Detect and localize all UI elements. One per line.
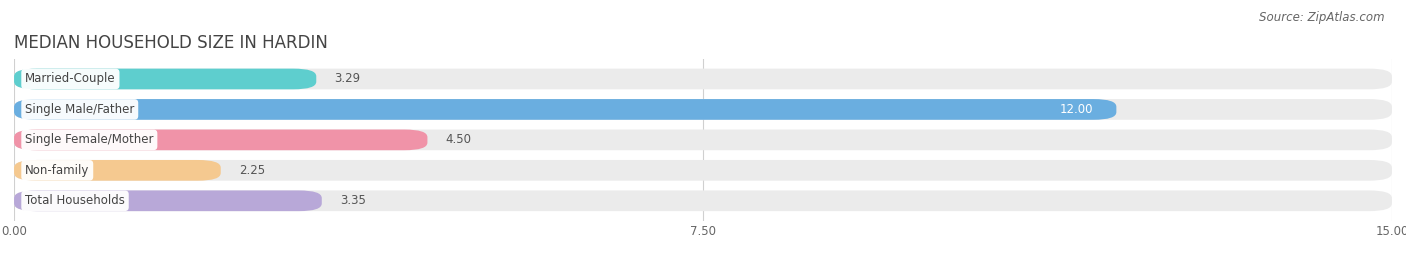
FancyBboxPatch shape [14, 99, 1116, 120]
Text: 2.25: 2.25 [239, 164, 266, 177]
FancyBboxPatch shape [14, 190, 322, 211]
Text: Source: ZipAtlas.com: Source: ZipAtlas.com [1260, 11, 1385, 24]
Text: Married-Couple: Married-Couple [25, 72, 115, 86]
Text: Total Households: Total Households [25, 194, 125, 207]
FancyBboxPatch shape [14, 69, 316, 89]
Text: 4.50: 4.50 [446, 133, 472, 146]
FancyBboxPatch shape [14, 99, 1392, 120]
FancyBboxPatch shape [14, 69, 1392, 89]
Text: Single Male/Father: Single Male/Father [25, 103, 135, 116]
Text: Single Female/Mother: Single Female/Mother [25, 133, 153, 146]
Text: 12.00: 12.00 [1060, 103, 1094, 116]
Text: 3.35: 3.35 [340, 194, 366, 207]
FancyBboxPatch shape [14, 160, 221, 181]
Text: MEDIAN HOUSEHOLD SIZE IN HARDIN: MEDIAN HOUSEHOLD SIZE IN HARDIN [14, 34, 328, 52]
FancyBboxPatch shape [14, 160, 1392, 181]
Text: 3.29: 3.29 [335, 72, 361, 86]
FancyBboxPatch shape [14, 130, 1392, 150]
Text: Non-family: Non-family [25, 164, 90, 177]
FancyBboxPatch shape [14, 190, 1392, 211]
FancyBboxPatch shape [14, 130, 427, 150]
